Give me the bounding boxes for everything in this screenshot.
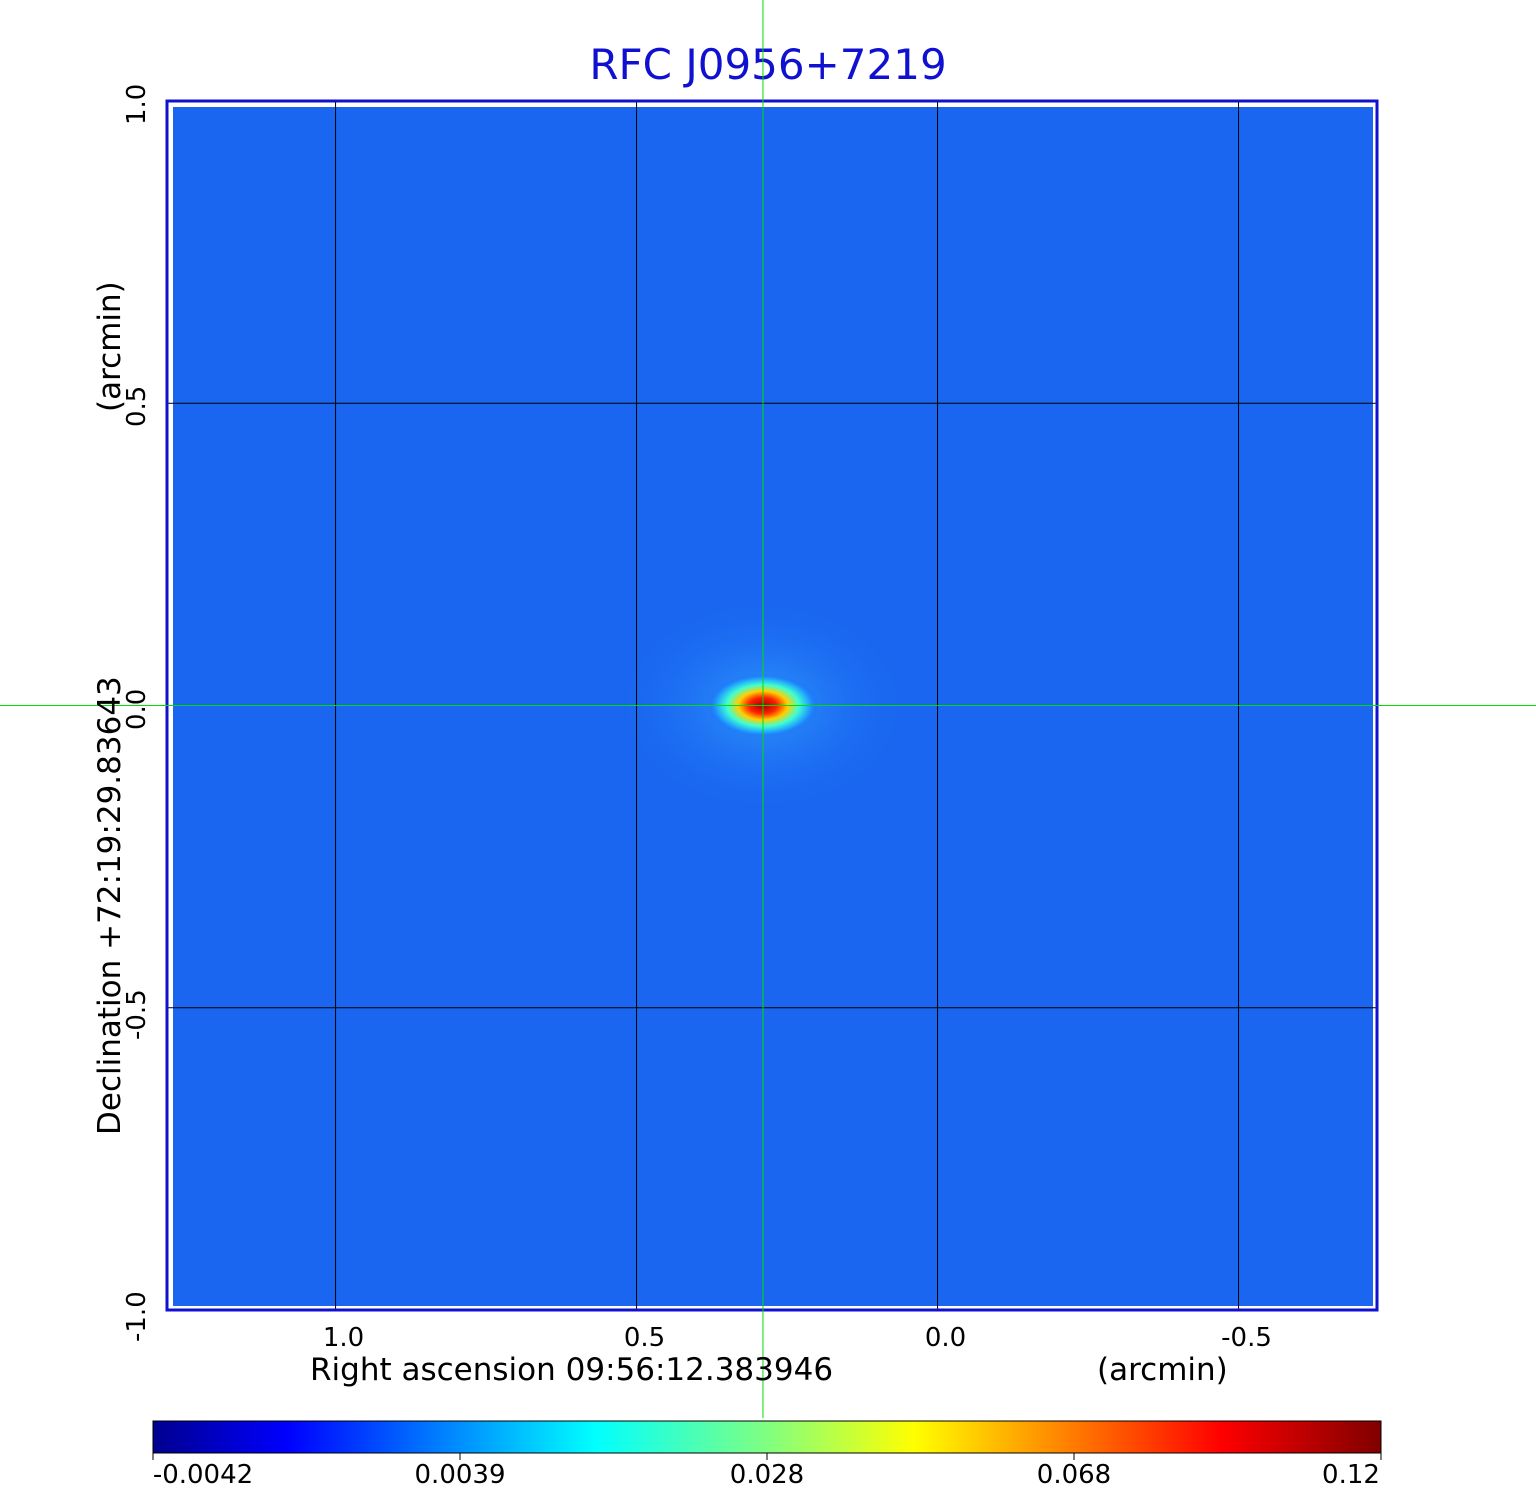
x-axis-unit: (arcmin) [1097, 1352, 1228, 1388]
x-tick-label: 0.5 [623, 1323, 666, 1353]
colorbar [152, 1420, 1382, 1460]
x-tick-label: 1.0 [322, 1323, 365, 1353]
crosshair [0, 0, 1536, 1418]
colorbar-tick-label: 0.0039 [414, 1460, 506, 1490]
colorbar-gradient [152, 1420, 1382, 1454]
x-tick-label: -0.5 [1221, 1323, 1272, 1353]
y-axis-label: Declination +72:19:29.83643 [92, 676, 128, 1135]
colorbar-tick-label: -0.0042 [152, 1460, 254, 1490]
image-field [173, 107, 1373, 1306]
y-tick-label: 1.0 [122, 83, 152, 125]
y-axis-unit: (arcmin) [92, 281, 128, 412]
x-tick-label: 0.0 [924, 1323, 967, 1353]
colorbar-tick-label: 0.028 [729, 1460, 805, 1490]
x-axis-label: Right ascension 09:56:12.383946 [310, 1352, 834, 1388]
colorbar-tick-label: 0.12 [1322, 1460, 1380, 1490]
colorbar-tick-label: 0.068 [1036, 1460, 1112, 1490]
y-tick-label: -1.0 [122, 1291, 152, 1342]
chart-title: RFC J0956+7219 [589, 40, 947, 89]
